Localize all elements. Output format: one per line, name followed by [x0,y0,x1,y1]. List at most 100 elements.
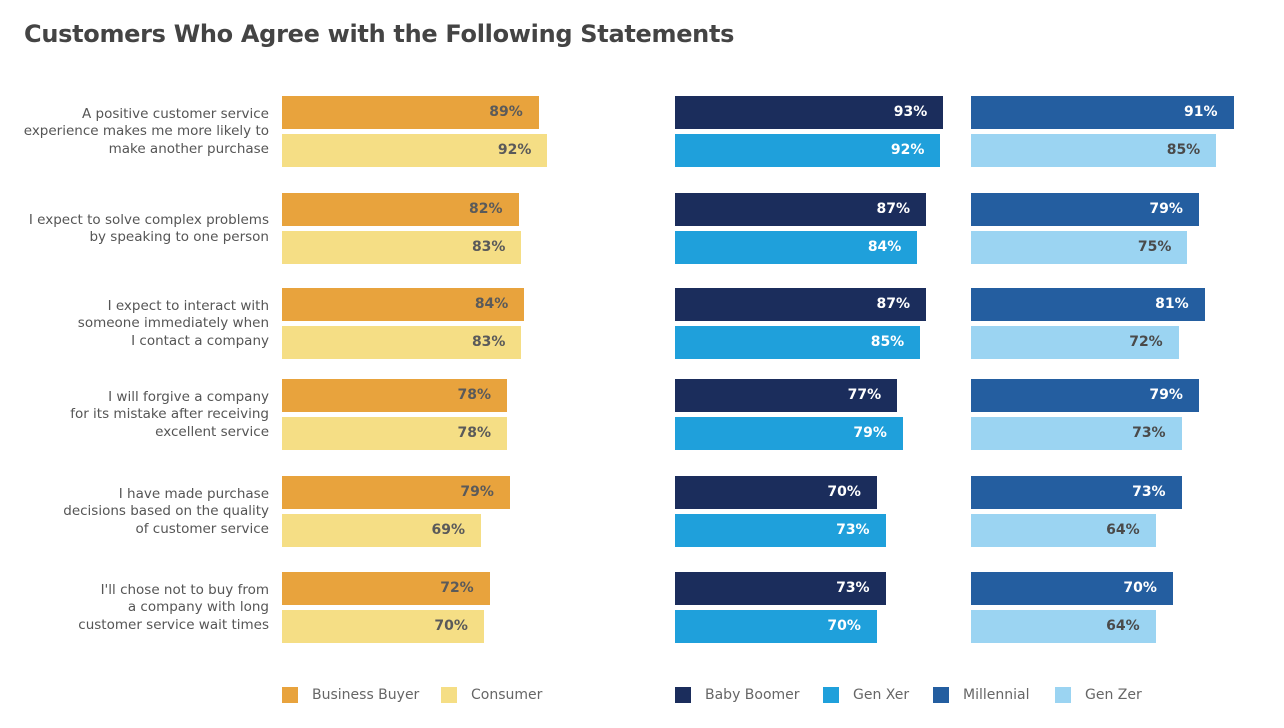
bar-gen-zer: 64% [971,610,1156,643]
bar-millennial: 91% [971,96,1234,129]
data-label: 92% [497,142,532,158]
bar-gen-xer: 79% [675,417,903,450]
bar-millennial: 73% [971,476,1182,509]
legend-swatch [1055,687,1071,703]
category-label: I'll chose not to buy from a company with… [9,582,269,635]
bar-consumer: 83% [282,231,522,264]
category-label-line: experience makes me more likely to [23,123,269,140]
data-label: 72% [440,580,474,596]
category-label-line: I have made purchase [118,485,269,502]
category-label-line: I contact a company [131,332,269,349]
data-label: 70% [827,484,861,500]
legend-swatch [675,687,691,703]
data-label: 70% [1123,580,1157,596]
legend-swatch [933,687,949,703]
bar-gen-zer: 72% [971,326,1179,359]
bar-consumer: 69% [282,514,482,547]
bar-business-buyer: 79% [282,476,510,509]
category-label-line: I will forgive a company [108,388,269,405]
bar-gen-zer: 85% [971,134,1217,167]
bar-gen-zer: 64% [971,514,1156,547]
legend-swatch [823,687,839,703]
bar-baby-boomer: 73% [675,572,886,605]
bar-consumer: 83% [282,326,522,359]
data-label: 73% [1132,425,1166,441]
data-label: 69% [431,522,466,538]
bar-business-buyer: 72% [282,572,490,605]
bar-millennial: 70% [971,572,1173,605]
data-label: 83% [471,239,506,255]
data-label: 64% [1106,522,1140,538]
legend-swatch [441,687,457,703]
category-label-line: I'll chose not to buy from [100,581,269,598]
data-label: 79% [1149,387,1183,403]
data-label: 78% [457,425,492,441]
bar-millennial: 79% [971,379,1199,412]
legend-item: Consumer [441,687,542,703]
data-label: 92% [890,142,925,158]
category-label: I expect to solve complex problems by spe… [9,212,269,247]
legend-swatch [282,687,298,703]
bar-gen-xer: 92% [675,134,941,167]
bar-millennial: 81% [971,288,1205,321]
data-label: 77% [847,387,882,403]
data-label: 91% [1184,104,1218,120]
data-label: 84% [867,239,902,255]
data-label: 72% [1129,334,1163,350]
data-label: 84% [474,296,509,312]
data-label: 73% [836,580,870,596]
legend-item: Gen Xer [823,687,909,703]
legend-label: Baby Boomer [705,687,800,703]
legend-label: Millennial [963,687,1030,703]
bar-consumer: 78% [282,417,508,450]
legend-label: Gen Zer [1085,687,1142,703]
category-label-line: by speaking to one person [89,229,269,245]
category-label-line: I expect to solve complex problems [28,211,269,228]
category-label: A positive customer service experience ma… [9,106,269,159]
bar-baby-boomer: 87% [675,193,926,226]
data-label: 85% [1166,142,1201,158]
data-label: 79% [460,484,494,500]
data-label: 89% [489,104,523,120]
category-label-line: of customer service [135,520,269,537]
data-label: 82% [469,201,503,217]
category-label-line: I expect to interact with [107,297,269,314]
legend-label: Gen Xer [853,687,910,703]
bar-business-buyer: 89% [282,96,539,129]
data-label: 85% [870,334,905,350]
bar-baby-boomer: 87% [675,288,926,321]
bar-gen-zer: 75% [971,231,1188,264]
bar-baby-boomer: 93% [675,96,944,129]
data-label: 73% [836,522,870,538]
bar-gen-xer: 73% [675,514,886,547]
legend-label: Business Buyer [312,687,420,703]
data-label: 75% [1137,239,1172,255]
bar-consumer: 92% [282,134,548,167]
bar-business-buyer: 82% [282,193,519,226]
legend-item: Millennial [933,687,1029,703]
bar-baby-boomer: 70% [675,476,877,509]
bar-gen-zer: 73% [971,417,1182,450]
category-label-line: someone immediately when [77,315,269,332]
bar-gen-xer: 85% [675,326,921,359]
category-label-line: excellent service [155,423,269,440]
bar-millennial: 79% [971,193,1199,226]
data-label: 93% [893,104,928,120]
data-label: 64% [1106,618,1140,634]
legend-label: Consumer [471,687,543,703]
data-label: 83% [471,334,506,350]
category-label-line: A positive customer service [82,105,269,122]
bar-gen-xer: 70% [675,610,877,643]
data-label: 70% [434,618,468,634]
chart-title: Customers Who Agree with the Following S… [24,20,735,48]
category-label-line: customer service wait times [78,616,269,633]
legend-item: Baby Boomer [675,687,800,703]
legend-item: Gen Zer [1055,687,1142,703]
category-label: I have made purchase decisions based on t… [9,486,269,539]
category-label-line: for its mistake after receiving [70,406,269,423]
category-label-line: make another purchase [108,140,269,157]
category-label: I expect to interact with someone immedia… [9,298,269,351]
bar-business-buyer: 84% [282,288,525,321]
category-label-line: a company with long [127,599,269,616]
bar-baby-boomer: 77% [675,379,898,412]
